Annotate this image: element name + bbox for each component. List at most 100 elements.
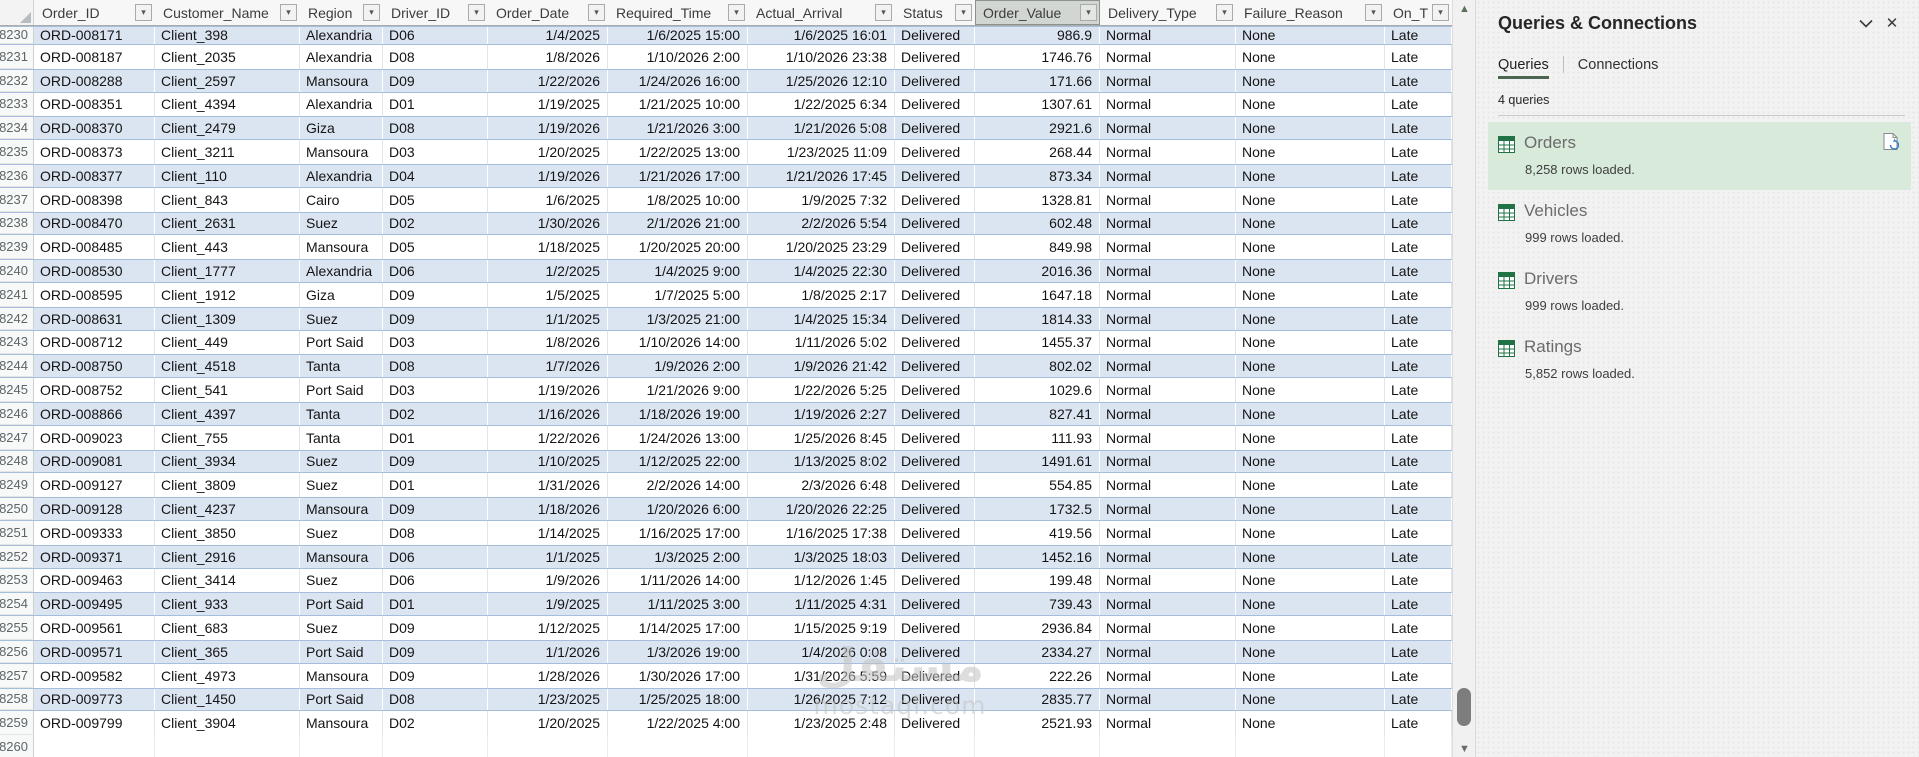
table-cell[interactable]: 1/20/2025 23:29: [748, 235, 895, 260]
column-header-order_date[interactable]: Order_Date ▾: [488, 0, 608, 25]
table-cell[interactable]: ORD-009571: [34, 640, 155, 663]
table-cell[interactable]: Client_683: [155, 616, 300, 640]
table-cell[interactable]: None: [1236, 568, 1385, 593]
table-cell[interactable]: ORD-008866: [34, 402, 155, 425]
column-header-status[interactable]: Status ▾: [895, 0, 975, 25]
table-cell[interactable]: ORD-008752: [34, 378, 155, 402]
table-cell[interactable]: 554.85: [975, 473, 1100, 498]
table-cell[interactable]: [383, 735, 488, 757]
row-number[interactable]: 8241: [0, 282, 34, 307]
table-cell[interactable]: Suez: [300, 212, 383, 235]
table-cell[interactable]: 2936.84: [975, 616, 1100, 640]
table-cell[interactable]: Late: [1385, 330, 1452, 355]
table-cell[interactable]: Delivered: [895, 307, 975, 330]
table-cell[interactable]: 1/21/2026 17:45: [748, 164, 895, 187]
table-cell[interactable]: 1/30/2026: [488, 212, 608, 235]
table-cell[interactable]: Delivered: [895, 473, 975, 498]
row-number[interactable]: 8252: [0, 545, 34, 568]
table-cell[interactable]: Delivered: [895, 593, 975, 616]
table-cell[interactable]: D05: [383, 235, 488, 260]
table-cell[interactable]: 1/12/2025: [488, 616, 608, 640]
row-number[interactable]: 8255: [0, 616, 34, 640]
query-item-orders[interactable]: Orders 8,258 rows loaded.: [1488, 122, 1911, 190]
table-cell[interactable]: [975, 735, 1100, 757]
table-cell[interactable]: D06: [383, 545, 488, 568]
table-cell[interactable]: [155, 735, 300, 757]
table-cell[interactable]: Normal: [1100, 450, 1236, 473]
table-cell[interactable]: 1/11/2026 14:00: [608, 568, 748, 593]
column-header-actual_arrival[interactable]: Actual_Arrival ▾: [748, 0, 895, 25]
table-cell[interactable]: 1746.76: [975, 45, 1100, 69]
table-cell[interactable]: Client_443: [155, 235, 300, 260]
table-cell[interactable]: Client_1912: [155, 282, 300, 307]
table-cell[interactable]: 1/11/2025 4:31: [748, 593, 895, 616]
table-cell[interactable]: D09: [383, 498, 488, 520]
table-cell[interactable]: Giza: [300, 282, 383, 307]
table-cell[interactable]: 1/1/2025: [488, 307, 608, 330]
table-cell[interactable]: D09: [383, 640, 488, 663]
table-cell[interactable]: Suez: [300, 450, 383, 473]
table-cell[interactable]: ORD-009333: [34, 520, 155, 545]
table-cell[interactable]: 111.93: [975, 425, 1100, 450]
table-cell[interactable]: 1/21/2026 3:00: [608, 117, 748, 140]
filter-dropdown-icon[interactable]: ▾: [135, 4, 152, 21]
table-cell[interactable]: 1/6/2025 16:01: [748, 27, 895, 44]
table-cell[interactable]: Suez: [300, 568, 383, 593]
table-cell[interactable]: Normal: [1100, 355, 1236, 378]
table-cell[interactable]: ORD-008595: [34, 282, 155, 307]
table-cell[interactable]: 1491.61: [975, 450, 1100, 473]
table-cell[interactable]: 827.41: [975, 402, 1100, 425]
table-cell[interactable]: None: [1236, 663, 1385, 688]
table-cell[interactable]: 1/25/2025 18:00: [608, 688, 748, 711]
table-cell[interactable]: 1647.18: [975, 282, 1100, 307]
table-cell[interactable]: None: [1236, 45, 1385, 69]
table-cell[interactable]: D03: [383, 378, 488, 402]
table-cell[interactable]: Normal: [1100, 473, 1236, 498]
table-cell[interactable]: Port Said: [300, 593, 383, 616]
table-cell[interactable]: None: [1236, 593, 1385, 616]
table-cell[interactable]: 1/20/2025 20:00: [608, 235, 748, 260]
table-cell[interactable]: 986.9: [975, 27, 1100, 44]
table-cell[interactable]: 1/11/2026 5:02: [748, 330, 895, 355]
table-cell[interactable]: Normal: [1100, 27, 1236, 44]
table-cell[interactable]: Mansoura: [300, 235, 383, 260]
scroll-down-icon[interactable]: ▼: [1459, 743, 1470, 755]
table-cell[interactable]: D09: [383, 69, 488, 92]
refresh-query-icon[interactable]: [1881, 132, 1901, 159]
table-cell[interactable]: 1/10/2026 2:00: [608, 45, 748, 69]
table-cell[interactable]: ORD-008750: [34, 355, 155, 378]
table-cell[interactable]: 1/19/2026: [488, 378, 608, 402]
table-cell[interactable]: Late: [1385, 235, 1452, 260]
table-cell[interactable]: D09: [383, 450, 488, 473]
table-cell[interactable]: 2334.27: [975, 640, 1100, 663]
table-cell[interactable]: ORD-009463: [34, 568, 155, 593]
query-item-ratings[interactable]: Ratings 5,852 rows loaded.: [1488, 326, 1911, 394]
table-cell[interactable]: Port Said: [300, 330, 383, 355]
table-cell[interactable]: 1/22/2026 5:25: [748, 378, 895, 402]
table-cell[interactable]: D08: [383, 355, 488, 378]
column-header-required_time[interactable]: Required_Time ▾: [608, 0, 748, 25]
table-cell[interactable]: 1/3/2025 18:03: [748, 545, 895, 568]
table-cell[interactable]: 1/9/2026 2:00: [608, 355, 748, 378]
table-cell[interactable]: 199.48: [975, 568, 1100, 593]
table-cell[interactable]: Normal: [1100, 498, 1236, 520]
table-cell[interactable]: 1307.61: [975, 92, 1100, 117]
table-cell[interactable]: ORD-009561: [34, 616, 155, 640]
table-cell[interactable]: Tanta: [300, 402, 383, 425]
table-cell[interactable]: None: [1236, 260, 1385, 282]
table-cell[interactable]: None: [1236, 27, 1385, 44]
table-cell[interactable]: 1/22/2025 4:00: [608, 711, 748, 736]
filter-dropdown-icon[interactable]: ▾: [955, 4, 972, 21]
table-cell[interactable]: 1/8/2025 10:00: [608, 187, 748, 212]
table-cell[interactable]: 1/11/2025 3:00: [608, 593, 748, 616]
table-cell[interactable]: Late: [1385, 140, 1452, 164]
table-cell[interactable]: D05: [383, 187, 488, 212]
table-cell[interactable]: 1/30/2026 17:00: [608, 663, 748, 688]
table-cell[interactable]: 1328.81: [975, 187, 1100, 212]
table-cell[interactable]: Normal: [1100, 616, 1236, 640]
table-cell[interactable]: Delivered: [895, 27, 975, 44]
filter-dropdown-icon[interactable]: ▾: [363, 4, 380, 21]
table-cell[interactable]: 1/22/2026: [488, 425, 608, 450]
table-cell[interactable]: Delivered: [895, 355, 975, 378]
table-cell[interactable]: Normal: [1100, 545, 1236, 568]
